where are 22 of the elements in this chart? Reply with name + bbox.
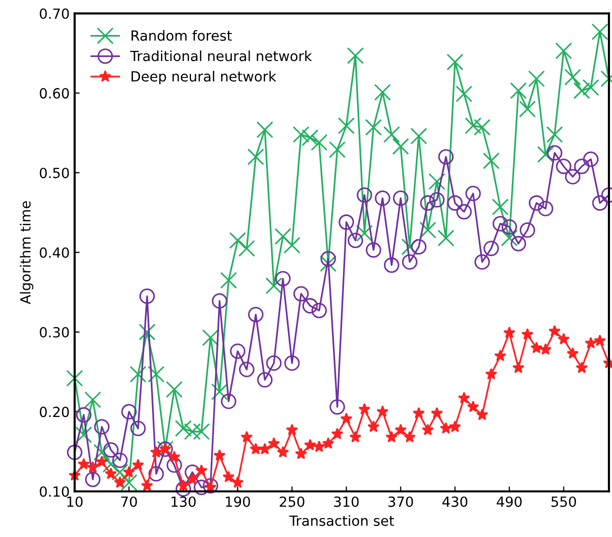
x-tick-label: 70 [121,496,137,507]
x-tick-label: 370 [388,496,413,507]
x-tick-label: 430 [442,496,468,507]
y-tick-label: 0.60 [40,88,69,99]
y-tick-label: 0.30 [40,327,69,338]
x-tick-label: 250 [280,496,304,507]
x-tick-label: 190 [226,496,250,507]
y-tick-label: 0.40 [40,247,69,258]
y-tick-label: 0.50 [40,168,69,178]
y-tick-label: 0.10 [40,486,69,497]
x-tick-label: 130 [172,496,196,507]
y-axis-title: Algorithm time [20,201,34,304]
x-axis-title: Transaction set [289,515,394,526]
legend-label: Traditional neural network [130,50,312,62]
legend-label: Random forest [132,30,232,41]
x-tick-label: 310 [334,496,359,507]
legend-label: Deep neural network [132,70,276,84]
x-tick-label: 10 [67,496,83,507]
x-tick-label: 550 [551,496,576,507]
x-tick-label: 490 [496,496,522,507]
y-tick-label: 0.70 [40,8,69,19]
y-tick-label: 0.20 [40,406,69,418]
